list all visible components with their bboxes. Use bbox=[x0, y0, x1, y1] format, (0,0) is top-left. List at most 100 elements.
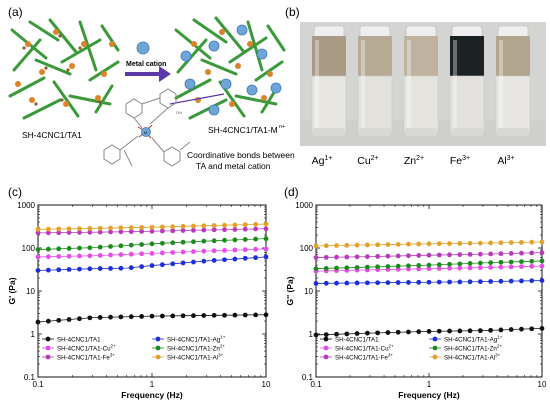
data-point bbox=[222, 257, 227, 263]
legend-label: SH-4CNC1/TA1-Cu2+ bbox=[335, 344, 394, 353]
data-point bbox=[108, 314, 113, 320]
data-point bbox=[45, 226, 51, 232]
legend-label-sup: 2+ bbox=[497, 344, 503, 349]
series bbox=[35, 226, 269, 236]
data-point bbox=[395, 263, 401, 269]
legend-marker bbox=[155, 345, 161, 351]
data-point bbox=[508, 327, 514, 332]
data-point bbox=[170, 224, 176, 230]
x-tick-label: 10 bbox=[538, 380, 547, 389]
data-point bbox=[128, 225, 134, 231]
data-point bbox=[313, 281, 319, 286]
data-point bbox=[447, 241, 452, 246]
data-point bbox=[467, 279, 473, 285]
data-point bbox=[191, 259, 196, 265]
legend-item: SH-4CNC1/TA1-Ag1+ bbox=[429, 335, 503, 344]
panel-a-label: (a) bbox=[8, 5, 23, 19]
data-point bbox=[108, 225, 113, 231]
central-metal-icon bbox=[141, 127, 151, 137]
data-point bbox=[498, 240, 504, 246]
series bbox=[35, 254, 269, 273]
data-point bbox=[529, 239, 535, 245]
y-tick-label: 0.1 bbox=[24, 373, 36, 382]
legend-item: SH-4CNC1/TA1 bbox=[42, 337, 101, 344]
mol-label-oh: OH bbox=[176, 110, 182, 115]
data-point bbox=[364, 330, 370, 336]
legend-label: SH-4CNC1/TA1-Fe3+ bbox=[335, 353, 393, 362]
data-point bbox=[242, 222, 248, 228]
data-point bbox=[87, 253, 93, 259]
data-point bbox=[354, 265, 360, 270]
data-point bbox=[529, 258, 535, 264]
vial-hydrogel-layer bbox=[358, 36, 392, 76]
legend: SH-4CNC1/TA1 SH-4CNC1/TA1-Ag1+SH-4CNC1/TA… bbox=[320, 335, 503, 362]
data-point bbox=[477, 240, 483, 246]
data-point bbox=[77, 230, 82, 235]
data-point bbox=[354, 242, 360, 248]
data-point bbox=[395, 280, 401, 285]
data-point bbox=[87, 315, 93, 321]
data-point bbox=[149, 228, 155, 234]
vial: Cu2+ bbox=[357, 25, 393, 167]
vial-clear-layer bbox=[449, 75, 485, 133]
data-point bbox=[159, 262, 165, 268]
data-point bbox=[232, 312, 238, 318]
data-point bbox=[519, 259, 524, 265]
series bbox=[35, 312, 269, 325]
legend-item: SH-4CNC1/TA1-Zn2+ bbox=[429, 344, 502, 353]
legend-label-sup: 3+ bbox=[110, 353, 116, 358]
data-point bbox=[66, 253, 72, 259]
data-point bbox=[108, 266, 113, 271]
data-point bbox=[35, 319, 41, 325]
data-point bbox=[232, 247, 238, 253]
right-network-illustration bbox=[174, 16, 286, 120]
data-point bbox=[253, 236, 259, 242]
y-tick-label: 1000 bbox=[17, 201, 35, 210]
data-point bbox=[498, 327, 504, 333]
data-point bbox=[201, 238, 207, 244]
mol-label-m: M bbox=[144, 130, 147, 135]
data-point bbox=[313, 266, 319, 272]
vial-label-charge: 2+ bbox=[416, 155, 424, 162]
data-point bbox=[385, 280, 391, 286]
series bbox=[313, 325, 545, 338]
y-tick-label: 100 bbox=[300, 244, 314, 253]
data-point bbox=[529, 250, 535, 256]
data-point bbox=[364, 264, 370, 270]
data-point bbox=[416, 266, 422, 272]
legend-marker bbox=[432, 345, 438, 351]
data-point bbox=[263, 236, 269, 242]
data-point bbox=[488, 240, 494, 246]
data-point bbox=[108, 252, 113, 258]
data-point bbox=[344, 331, 350, 337]
data-point bbox=[395, 329, 401, 335]
data-point bbox=[467, 240, 473, 246]
data-point bbox=[263, 221, 269, 227]
data-point bbox=[77, 253, 82, 259]
legend-marker bbox=[45, 354, 51, 360]
data-point bbox=[56, 230, 62, 236]
data-point bbox=[498, 251, 504, 257]
data-point bbox=[334, 243, 339, 248]
data-point bbox=[97, 266, 103, 271]
data-point bbox=[242, 312, 248, 318]
data-point bbox=[375, 280, 381, 286]
data-point bbox=[45, 254, 51, 260]
data-point bbox=[253, 255, 259, 261]
data-point bbox=[508, 259, 514, 265]
panel-c-label: (c) bbox=[8, 185, 22, 199]
data-point bbox=[436, 262, 442, 268]
data-point bbox=[385, 253, 391, 259]
data-point bbox=[488, 260, 494, 266]
data-point bbox=[508, 251, 514, 256]
y-tick-label: 100 bbox=[22, 244, 36, 253]
vials-group: Ag1+ Cu2+ Zn2+ Fe3+ Al3+ bbox=[312, 25, 531, 167]
vial-label: Al3+ bbox=[497, 155, 514, 167]
legend-label: SH-4CNC1/TA1 bbox=[335, 337, 379, 344]
data-point bbox=[201, 227, 207, 233]
y-tick-label: 10 bbox=[304, 287, 313, 296]
data-point bbox=[180, 228, 186, 233]
data-point bbox=[406, 253, 411, 259]
data-point bbox=[242, 226, 248, 232]
data-point bbox=[263, 226, 269, 232]
